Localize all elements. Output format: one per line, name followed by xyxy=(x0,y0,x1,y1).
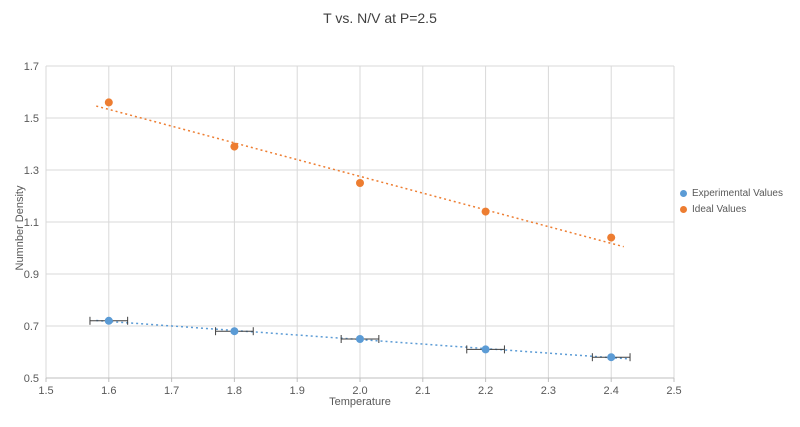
legend-item-ideal[interactable]: Ideal Values xyxy=(680,204,783,215)
trendline xyxy=(96,319,631,360)
y-tick-label: 1.1 xyxy=(24,217,39,229)
x-tick-label: 2.1 xyxy=(415,385,430,397)
x-tick-label: 1.7 xyxy=(164,385,179,397)
x-tick-label: 2.3 xyxy=(541,385,556,397)
y-tick-label: 1.3 xyxy=(24,165,39,177)
x-tick-label: 1.8 xyxy=(227,385,242,397)
x-tick-label: 2.5 xyxy=(666,385,681,397)
x-axis-title: Temperature xyxy=(329,396,391,408)
legend-label-experimental: Experimental Values xyxy=(692,188,783,199)
y-tick-label: 1.7 xyxy=(24,61,39,73)
x-tick-label: 1.9 xyxy=(290,385,305,397)
data-point[interactable] xyxy=(607,233,616,242)
data-point[interactable] xyxy=(230,327,239,336)
legend: Experimental Values Ideal Values xyxy=(680,188,783,215)
y-tick-label: 0.7 xyxy=(24,321,39,333)
ideal-series-swatch-icon xyxy=(680,206,687,213)
data-point[interactable] xyxy=(230,142,239,151)
data-point[interactable] xyxy=(481,207,490,216)
y-tick-label: 1.5 xyxy=(24,113,39,125)
data-point[interactable] xyxy=(356,335,364,343)
y-axis-title: Numnber Density xyxy=(14,185,26,271)
data-point[interactable] xyxy=(104,98,113,107)
y-tick-label: 0.9 xyxy=(24,269,39,281)
data-point[interactable] xyxy=(481,345,490,354)
chart-title: T vs. N/V at P=2.5 xyxy=(323,10,437,26)
x-tick-label: 2.4 xyxy=(604,385,619,397)
data-point[interactable] xyxy=(104,316,113,325)
x-tick-label: 1.6 xyxy=(101,385,116,397)
x-tick-label: 2.0 xyxy=(352,385,367,397)
legend-item-experimental[interactable]: Experimental Values xyxy=(680,188,783,199)
experimental-series-swatch-icon xyxy=(680,190,687,197)
data-point[interactable] xyxy=(356,179,364,187)
y-tick-label: 0.5 xyxy=(24,373,39,385)
legend-label-ideal: Ideal Values xyxy=(692,204,747,215)
x-tick-label: 2.2 xyxy=(478,385,493,397)
x-tick-label: 1.5 xyxy=(38,385,53,397)
data-point[interactable] xyxy=(607,353,616,362)
trendline xyxy=(96,105,624,248)
